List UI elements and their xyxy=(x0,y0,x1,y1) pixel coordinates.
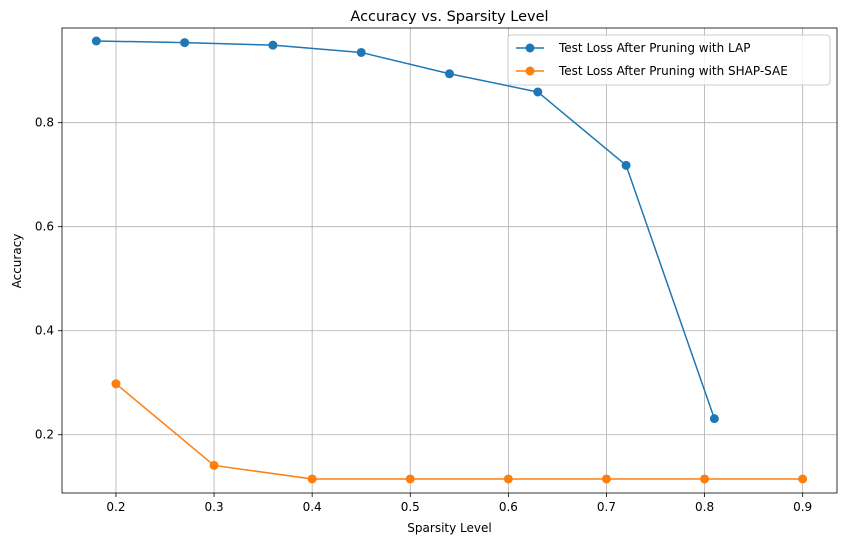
x-tick-label: 0.5 xyxy=(401,500,420,514)
x-tick-label: 0.6 xyxy=(499,500,518,514)
legend-box xyxy=(507,34,831,86)
x-axis-label: Sparsity Level xyxy=(407,521,491,535)
data-point xyxy=(533,87,543,97)
x-tick-label: 0.2 xyxy=(106,500,125,514)
chart-title: Accuracy vs. Sparsity Level xyxy=(350,9,548,25)
y-axis-ticks: 0.2 0.4 0.6 0.8 xyxy=(35,116,62,442)
x-tick-label: 0.7 xyxy=(597,500,616,514)
y-axis-label: Accuracy xyxy=(10,234,24,289)
plot-area-frame xyxy=(61,27,838,494)
series-line xyxy=(96,40,716,419)
data-point xyxy=(91,36,101,46)
y-tick-label: 0.6 xyxy=(35,220,54,234)
legend: Test Loss After Pruning with LAP Test Lo… xyxy=(507,34,831,86)
data-point xyxy=(503,474,513,484)
x-tick-label: 0.9 xyxy=(793,500,812,514)
data-point xyxy=(601,474,611,484)
x-tick-label: 0.3 xyxy=(205,500,224,514)
data-point xyxy=(709,414,719,424)
series-group xyxy=(91,36,808,484)
y-tick-label: 0.4 xyxy=(35,324,54,338)
data-point xyxy=(209,460,219,470)
data-point xyxy=(700,474,710,484)
y-tick-label: 0.2 xyxy=(35,428,54,442)
legend-label-lap: Test Loss After Pruning with LAP xyxy=(558,41,750,55)
data-point xyxy=(307,474,317,484)
series-1 xyxy=(111,379,808,484)
data-point xyxy=(180,38,190,48)
data-point xyxy=(405,474,415,484)
x-axis-ticks: 0.2 0.3 0.4 0.5 0.6 0.7 0.8 0.9 xyxy=(106,493,812,514)
y-tick-label: 0.8 xyxy=(35,116,54,130)
grid xyxy=(62,28,837,493)
data-point xyxy=(445,69,454,79)
data-point xyxy=(268,40,278,50)
series-line xyxy=(115,383,803,480)
legend-marker-shap-sae xyxy=(525,66,535,76)
data-point xyxy=(111,379,121,389)
legend-label-shap-sae: Test Loss After Pruning with SHAP-SAE xyxy=(558,64,788,78)
legend-marker-lap xyxy=(525,43,535,53)
data-point xyxy=(356,47,366,57)
x-tick-label: 0.4 xyxy=(303,500,322,514)
x-tick-label: 0.8 xyxy=(695,500,714,514)
data-point xyxy=(621,160,631,170)
data-point xyxy=(798,474,808,484)
series-0 xyxy=(91,36,719,424)
